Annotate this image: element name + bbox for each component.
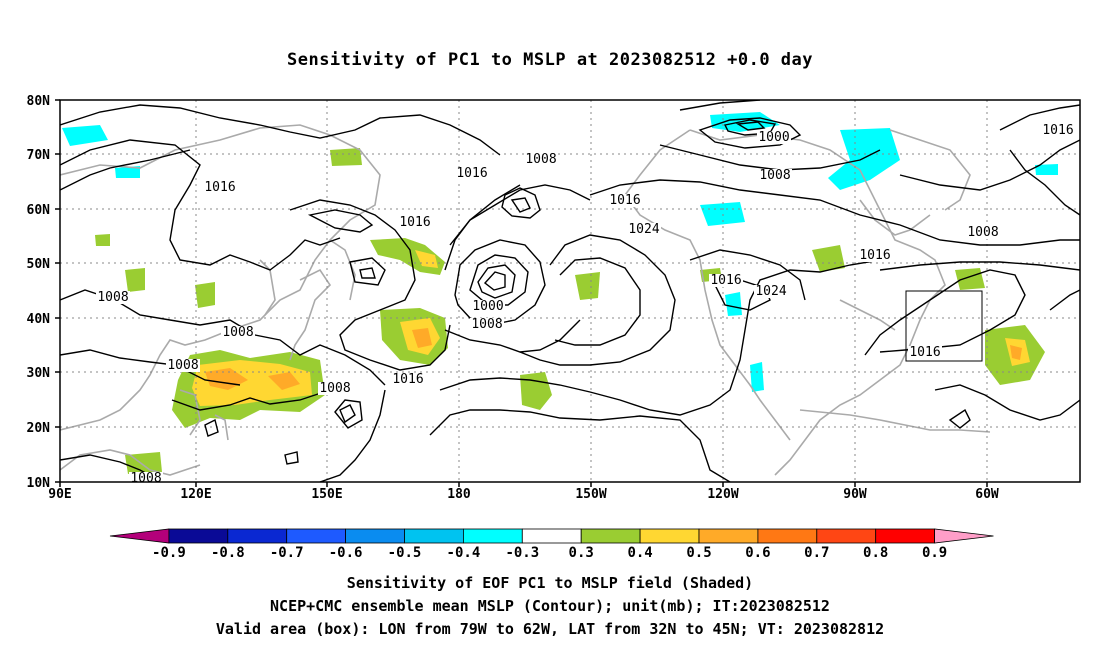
lon-label: 180 <box>447 487 471 502</box>
contour-label: 1024 <box>628 222 659 237</box>
colorbar-segment <box>580 528 641 544</box>
contour-label: 1000 <box>758 130 789 145</box>
colorbar-label: -0.9 <box>152 545 186 561</box>
colorbar-label: -0.3 <box>505 545 539 561</box>
colorbar-segment <box>816 528 877 544</box>
colorbar-segment <box>639 528 700 544</box>
shade-mexico <box>750 362 764 392</box>
lon-label: 120W <box>707 487 738 502</box>
colorbar-segment <box>934 528 994 544</box>
colorbar-label: -0.7 <box>270 545 304 561</box>
colorbar-segment <box>168 528 229 544</box>
shade-east-pacific <box>520 372 552 410</box>
colorbar-label: -0.6 <box>329 545 363 561</box>
caption-contour: NCEP+CMC ensemble mean MSLP (Contour); u… <box>270 597 830 615</box>
contour-label: 1008 <box>471 317 502 332</box>
shade-north-pacific-high <box>412 328 432 348</box>
colorbar-segment <box>462 528 523 544</box>
lat-label: 80N <box>27 94 51 109</box>
shade-gulf <box>575 272 600 300</box>
colorbar-label: 0.8 <box>863 545 888 561</box>
shade-asia-1 <box>125 268 145 292</box>
lat-label: 50N <box>27 257 51 272</box>
colorbar-label: -0.4 <box>447 545 481 561</box>
valid-area-box <box>905 290 983 362</box>
contour-label: 1016 <box>710 273 741 288</box>
latitude-labels: 80N 70N 60N 50N 40N 30N 20N 10N <box>27 94 60 491</box>
contour-label: 1008 <box>222 325 253 340</box>
colorbar-segment <box>227 528 288 544</box>
lat-label: 10N <box>27 476 51 491</box>
lon-label: 90W <box>843 487 867 502</box>
colorbar-segment <box>521 528 582 544</box>
colorbar-segment <box>109 528 170 544</box>
caption-shading: Sensitivity of EOF PC1 to MSLP field (Sh… <box>346 574 754 592</box>
contour-label: 1008 <box>167 358 198 373</box>
lon-label: 150E <box>311 487 342 502</box>
contour-label: 1016 <box>1042 123 1073 138</box>
contour-label: 1008 <box>130 471 161 486</box>
contour-label: 1016 <box>399 215 430 230</box>
shade-newfoundland <box>955 268 985 290</box>
shade-asia-4 <box>95 234 110 246</box>
lon-label: 90E <box>48 487 71 502</box>
shade-arctic-1 <box>62 125 108 146</box>
shade-asia-3 <box>330 148 362 166</box>
colorbar-segment <box>757 528 818 544</box>
contour-label: 1016 <box>392 372 423 387</box>
colorbar-label: 0.7 <box>804 545 829 561</box>
shade-asia-2 <box>195 282 215 308</box>
lon-label: 150W <box>575 487 606 502</box>
colorbar-segment <box>404 528 464 544</box>
lat-label: 20N <box>27 421 51 436</box>
contour-label: 1008 <box>97 290 128 305</box>
contour-label: 1008 <box>759 168 790 183</box>
lon-label: 120E <box>180 487 211 502</box>
colorbar-segment <box>875 528 936 544</box>
sensitivity-shading <box>62 112 1058 474</box>
lat-label: 40N <box>27 312 51 327</box>
colorbar-label: 0.5 <box>686 545 711 561</box>
shade-west-pacific-high <box>205 368 300 390</box>
colorbar-label: 0.3 <box>569 545 594 561</box>
lon-label: 60W <box>975 487 999 502</box>
shade-greenland <box>828 128 900 190</box>
contour-label: 1008 <box>967 225 998 240</box>
contour-label: 1016 <box>456 166 487 181</box>
contour-label: 1008 <box>319 381 350 396</box>
contour-labels: 1000 1008 1016 1016 1008 1016 1016 1024 1016 1008… <box>96 123 1075 486</box>
shade-hudson <box>812 245 845 272</box>
map-frame <box>59 99 1081 483</box>
colorbar-label: 0.4 <box>627 545 652 561</box>
contour-label: 1008 <box>525 152 556 167</box>
lat-label: 30N <box>27 366 51 381</box>
contour-label: 1016 <box>909 345 940 360</box>
shade-atlantic-high <box>1010 345 1022 360</box>
shade-pacific-2 <box>1035 164 1058 175</box>
map-title: Sensitivity of PC1 to MSLP at 2023082512… <box>286 50 813 70</box>
contour-label: 1000 <box>472 299 503 314</box>
colorbar-segment <box>698 528 759 544</box>
colorbar-label: 0.6 <box>745 545 770 561</box>
lat-label: 70N <box>27 148 51 163</box>
colorbar-segment <box>345 528 405 544</box>
colorbar-label: -0.5 <box>388 545 422 561</box>
caption-valid-area: Valid area (box): LON from 79W to 62W, L… <box>215 620 885 638</box>
coastlines <box>60 124 991 476</box>
shade-rockies <box>725 292 742 316</box>
colorbar: -0.9 -0.8 -0.7 -0.6 -0.5 -0.4 -0.3 0.3 0.4 0.5 0.6… <box>109 528 994 561</box>
grid-lines <box>60 100 1080 482</box>
mslp-contours <box>60 100 1080 482</box>
shade-siberia <box>115 166 140 178</box>
contour-label: 1024 <box>755 284 786 299</box>
colorbar-segment <box>286 528 347 544</box>
contour-label: 1016 <box>609 193 640 208</box>
colorbar-label: -0.8 <box>211 545 245 561</box>
contour-label: 1016 <box>204 180 235 195</box>
colorbar-label: 0.9 <box>922 545 947 561</box>
longitude-labels: 90E 120E 150E 180 150W 120W 90W 60W <box>48 482 999 502</box>
contour-label: 1016 <box>859 248 890 263</box>
lat-label: 60N <box>27 203 51 218</box>
